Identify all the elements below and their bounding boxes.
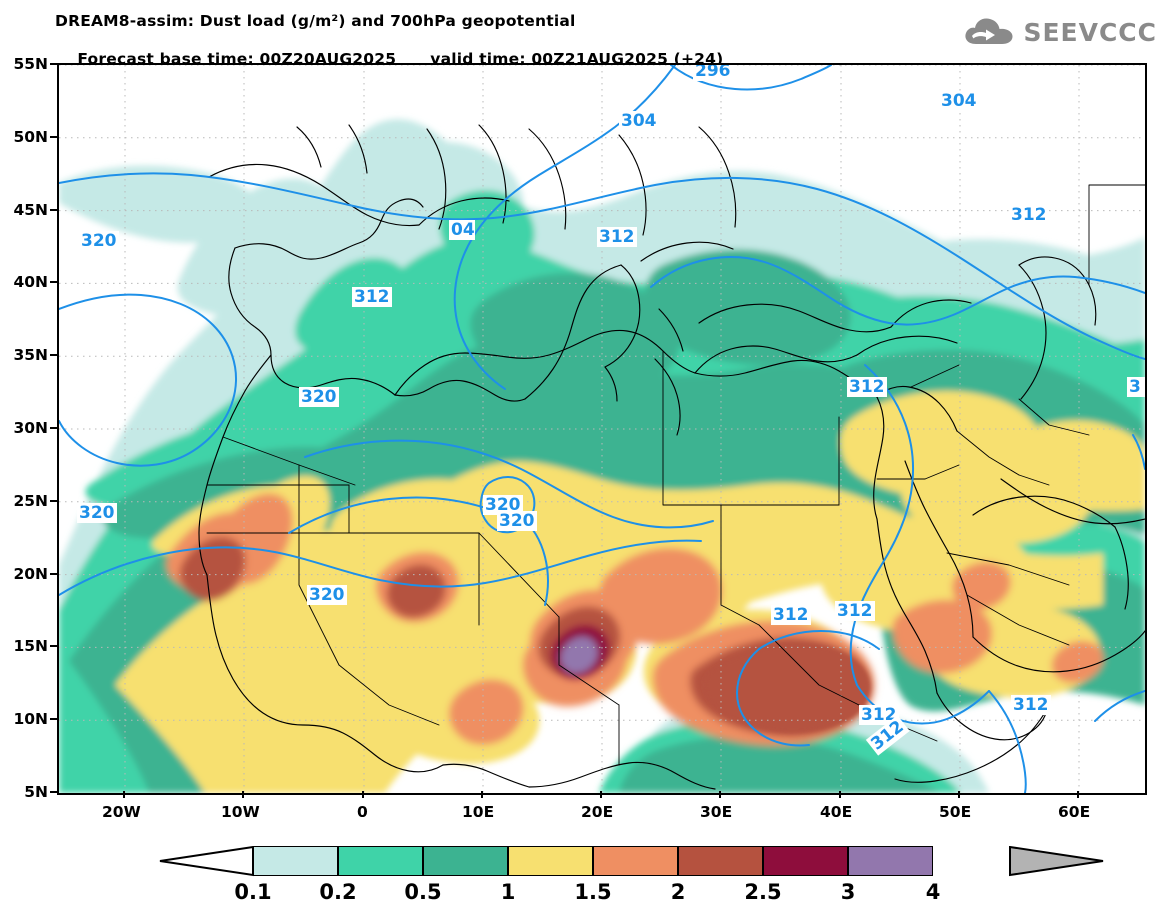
y-tick	[50, 281, 57, 284]
y-axis-label: 10N	[13, 710, 48, 729]
colorbar-tick-label: 2.5	[744, 880, 782, 904]
x-tick	[481, 791, 483, 798]
x-axis-label: 60E	[1058, 803, 1091, 821]
x-tick	[600, 791, 602, 798]
svg-text:320: 320	[309, 585, 345, 605]
y-axis-label: 25N	[13, 491, 48, 510]
x-axis-label: 10E	[462, 803, 495, 821]
x-axis-label: 30E	[700, 803, 733, 821]
y-axis-label: 55N	[13, 55, 48, 73]
x-axis-label: 20W	[102, 803, 141, 821]
x-axis-label: 40E	[820, 803, 853, 821]
svg-text:3: 3	[1129, 377, 1141, 397]
x-axis-label: 50E	[939, 803, 972, 821]
svg-text:312: 312	[1013, 695, 1049, 715]
y-tick	[50, 63, 57, 65]
y-axis-label: 35N	[13, 346, 48, 365]
colorbar-tick-label: 2	[670, 880, 686, 904]
y-axis-label: 30N	[13, 419, 48, 437]
x-axis-label: 0	[357, 803, 368, 821]
svg-text:320: 320	[301, 387, 337, 407]
svg-text:312: 312	[861, 705, 897, 725]
map-gridlines	[59, 65, 1145, 793]
y-axis-label: 50N	[13, 127, 48, 146]
svg-text:312: 312	[849, 377, 885, 397]
cloud-arrow-icon	[965, 18, 1013, 44]
colorbar-band[interactable]	[678, 846, 763, 876]
x-tick	[362, 791, 364, 798]
y-axis-label: 40N	[13, 273, 48, 292]
colorbar-tick-label: 1	[500, 880, 516, 904]
x-tick	[242, 791, 244, 798]
colorbar-bands[interactable]: 0.1 0.2 0.5 1 1.5 2 2.5 3 4	[160, 846, 1010, 904]
svg-text:320: 320	[485, 495, 521, 515]
y-tick	[50, 135, 57, 138]
y-axis-label: 20N	[13, 564, 48, 583]
y-tick	[50, 208, 57, 211]
svg-text:320: 320	[81, 231, 117, 251]
colorbar-band[interactable]	[253, 846, 338, 876]
svg-text:312: 312	[599, 227, 635, 247]
colorbar-band[interactable]	[848, 846, 933, 876]
x-tick	[958, 791, 960, 798]
x-tick	[1077, 791, 1079, 798]
map-frame: 296 304 304 04 312 312 312 312 3 312 312…	[57, 63, 1147, 795]
x-tick	[719, 791, 721, 798]
header: DREAM8-assim: Dust load (g/m²) and 700hP…	[0, 0, 1165, 68]
y-axis-label: 5N	[24, 783, 48, 801]
y-tick	[50, 427, 57, 429]
svg-text:320: 320	[79, 503, 115, 523]
colorbar-band[interactable]	[423, 846, 508, 876]
contour-labels: 296 304 304 04 312 312 312 312 3 312 312…	[77, 65, 1145, 756]
x-axis-label: 10W	[221, 803, 260, 821]
y-tick	[50, 645, 57, 648]
x-tick	[839, 791, 841, 798]
geopotential-contours	[59, 65, 1145, 793]
logo-text: SEEVCCC	[1023, 17, 1157, 47]
svg-text:320: 320	[499, 511, 535, 531]
svg-text:312: 312	[837, 601, 873, 621]
colorbar-band[interactable]	[593, 846, 678, 876]
colorbar-tick-label: 0.5	[404, 880, 442, 904]
forecast-map[interactable]: 296 304 304 04 312 312 312 312 3 312 312…	[50, 63, 1147, 798]
colorbar-tick-label: 3	[840, 880, 856, 904]
svg-text:304: 304	[621, 111, 657, 131]
y-axis-label: 15N	[13, 637, 48, 656]
svg-text:04: 04	[451, 220, 475, 240]
colorbar[interactable]: 0.1 0.2 0.5 1 1.5 2 2.5 3 4	[0, 838, 1165, 907]
svg-text:296: 296	[695, 65, 731, 81]
seevccc-logo: SEEVCCC	[962, 12, 1157, 52]
colorbar-tick-label: 1.5	[574, 880, 612, 904]
y-tick	[50, 791, 57, 793]
svg-text:304: 304	[941, 91, 977, 111]
y-tick	[50, 718, 57, 721]
y-tick	[50, 354, 57, 357]
svg-text:312: 312	[1011, 205, 1047, 225]
y-tick	[50, 572, 57, 575]
colorbar-over-arrow	[1009, 846, 1104, 877]
x-tick	[123, 791, 125, 798]
page-title: DREAM8-assim: Dust load (g/m²) and 700hP…	[55, 12, 576, 30]
map-canvas: 296 304 304 04 312 312 312 312 3 312 312…	[59, 65, 1145, 793]
y-axis-label: 45N	[13, 200, 48, 219]
coastlines	[198, 124, 1145, 790]
colorbar-arrows	[159, 846, 1104, 877]
colorbar-band[interactable]	[338, 846, 423, 876]
colorbar-band[interactable]	[763, 846, 848, 876]
colorbar-tick-label: 4	[925, 880, 941, 904]
colorbar-band[interactable]	[508, 846, 593, 876]
svg-text:312: 312	[354, 287, 390, 307]
colorbar-tick-label: 0.1	[234, 880, 272, 904]
x-axis-label: 20E	[581, 803, 614, 821]
colorbar-tick-label: 0.2	[319, 880, 357, 904]
svg-text:312: 312	[773, 605, 809, 625]
y-tick	[50, 499, 57, 502]
